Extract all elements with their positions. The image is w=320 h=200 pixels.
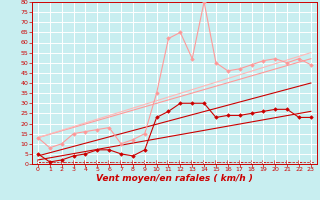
X-axis label: Vent moyen/en rafales ( km/h ): Vent moyen/en rafales ( km/h ): [96, 174, 253, 183]
